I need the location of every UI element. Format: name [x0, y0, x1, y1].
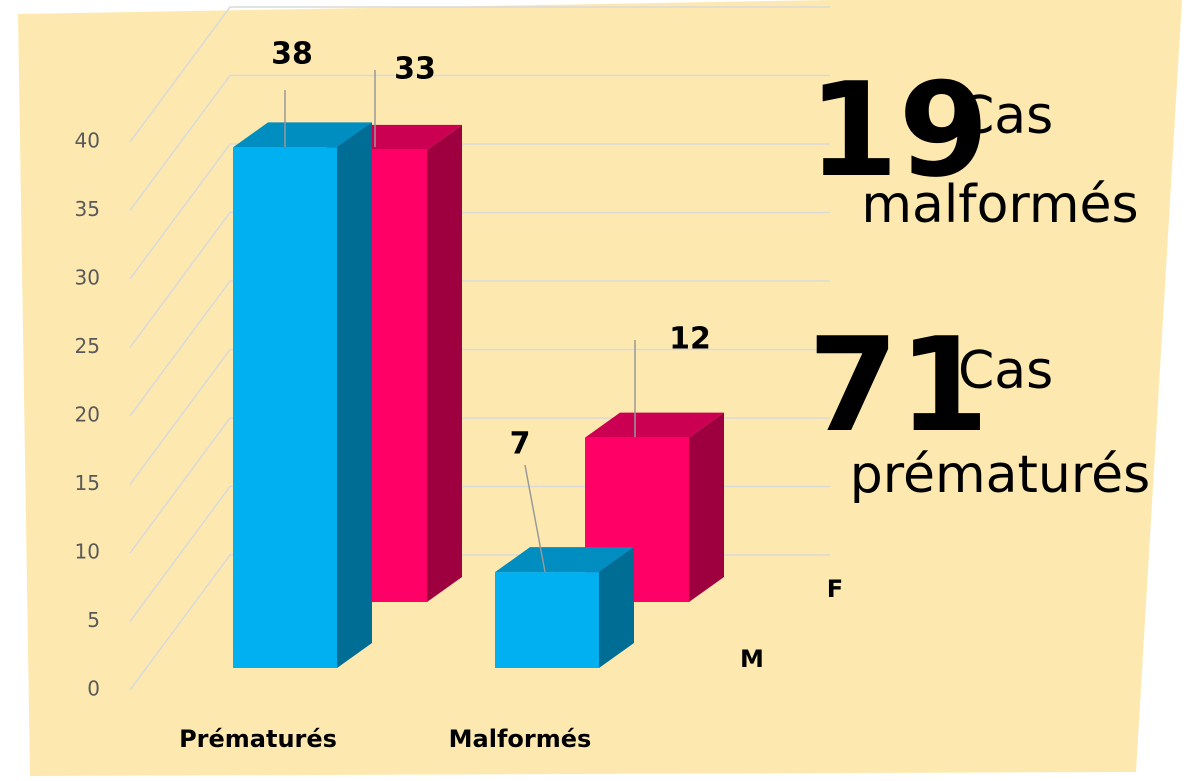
bar-top — [233, 122, 372, 148]
y-tick-label: 35 — [75, 197, 100, 221]
grid-line — [129, 348, 830, 485]
y-tick-label: 30 — [75, 266, 100, 290]
bar-side — [689, 412, 724, 602]
y-tick-label: 40 — [75, 129, 100, 153]
y-tick-label: 25 — [75, 334, 100, 358]
annotation-label: malformés — [861, 175, 1138, 235]
bar — [495, 547, 634, 668]
annotation-label: prématurés — [850, 445, 1150, 505]
series-label: F — [827, 575, 843, 603]
annotation-number: 19 — [808, 54, 989, 206]
annotation-word: Cas — [958, 86, 1053, 146]
value-label: 12 — [669, 322, 711, 357]
leader-line — [524, 464, 546, 573]
bar-side — [599, 547, 634, 668]
grid-line — [129, 143, 830, 280]
grid-line — [129, 74, 830, 211]
bar-top — [495, 547, 634, 573]
y-tick-label: 5 — [87, 608, 100, 632]
value-label: 33 — [394, 52, 436, 87]
bar — [585, 412, 724, 602]
bar-side — [427, 124, 462, 603]
value-label: 38 — [271, 37, 313, 72]
y-tick-label: 10 — [75, 540, 100, 564]
grid-line — [129, 211, 830, 348]
bar-front — [495, 572, 599, 668]
bar-top — [585, 412, 724, 438]
y-tick-label: 20 — [75, 403, 100, 427]
bar-side — [337, 122, 372, 668]
series-label: M — [740, 645, 764, 673]
y-tick-label: 15 — [75, 471, 100, 495]
x-tick-label: Prématurés — [179, 725, 337, 753]
bar-front — [233, 147, 337, 668]
annotation-number: 71 — [808, 309, 989, 461]
grid-line — [129, 280, 830, 417]
bar — [233, 122, 372, 668]
grid-line — [129, 6, 830, 143]
value-label: 7 — [510, 427, 531, 462]
x-tick-label: Malformés — [449, 725, 592, 753]
annotation-word: Cas — [958, 341, 1053, 401]
y-tick-label: 0 — [87, 677, 100, 701]
